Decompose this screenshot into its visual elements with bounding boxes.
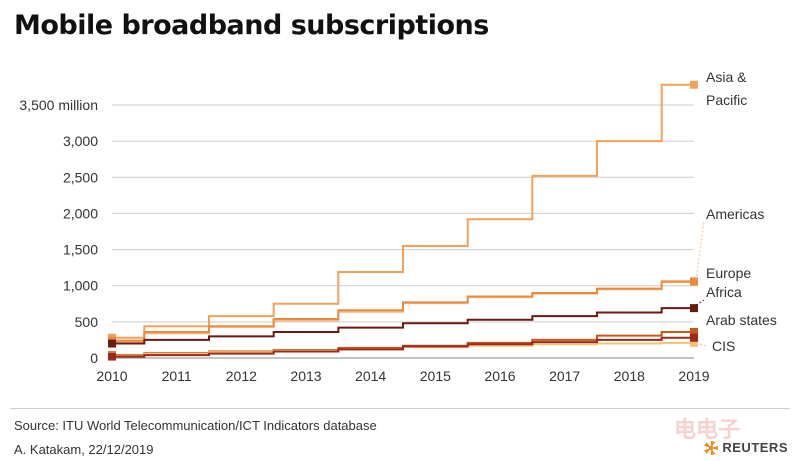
series-line [112, 336, 694, 358]
chart-title: Mobile broadband subscriptions [14, 10, 489, 41]
series-marker-end [690, 333, 698, 342]
y-tick-label: 3,000 [63, 133, 98, 149]
y-tick-label: 2,000 [63, 205, 98, 221]
x-tick-label: 2015 [420, 368, 451, 384]
series-group [108, 80, 698, 361]
series-marker-end [690, 304, 698, 313]
series-label: Americas [706, 206, 764, 222]
x-tick-label: 2010 [96, 368, 127, 384]
series-label: Arab states [706, 312, 777, 328]
series-label: Europe [706, 265, 751, 281]
series-label: Pacific [706, 92, 747, 108]
source-note: Source: ITU World Telecommunication/ICT … [14, 418, 377, 433]
x-axis: 2010 2011 2012 2013 2014 2015 2016 2017 2018 2019 [96, 368, 709, 384]
series-label: CIS [712, 338, 735, 354]
x-tick-label: 2017 [549, 368, 580, 384]
y-tick-label: 500 [75, 314, 99, 330]
x-tick-label: 2018 [614, 368, 645, 384]
leader-line [695, 221, 705, 281]
series-marker-start [108, 352, 116, 361]
series-line [112, 83, 694, 339]
x-tick-label: 2011 [162, 368, 192, 384]
reuters-logo: REUTERS [704, 440, 788, 455]
series-marker-end [690, 277, 698, 286]
leader-line [695, 299, 705, 306]
watermark: 电电子 [673, 418, 740, 443]
grid [112, 104, 694, 359]
series-marker-end [690, 338, 698, 347]
y-axis: 0 500 1,000 1,500 2,000 2,500 3,000 3,500 milli… [19, 97, 98, 366]
x-tick-label: 2012 [226, 368, 257, 384]
x-tick-label: 2014 [355, 368, 386, 384]
series-labels: Asia & Pacific Americas Europe Africa Arab st… [695, 69, 777, 354]
series-label: Africa [706, 284, 742, 300]
y-tick-label: 1,500 [63, 242, 98, 258]
y-tick-label: 3,500 million [19, 97, 98, 113]
series-marker-end [690, 327, 698, 336]
series-marker-start [108, 339, 116, 348]
series-line [112, 280, 694, 342]
y-tick-label: 0 [90, 350, 98, 366]
reuters-logo-icon [704, 440, 719, 455]
series-label: Asia & [706, 69, 747, 85]
chart: 0 500 1,000 1,500 2,000 2,500 3,000 3,500 milli… [19, 69, 777, 384]
byline: A. Katakam, 22/12/2019 [14, 442, 154, 457]
x-tick-label: 2013 [290, 368, 321, 384]
x-tick-label: 2019 [678, 368, 709, 384]
series-marker-end [690, 80, 698, 89]
x-tick-label: 2016 [484, 368, 515, 384]
reuters-logo-text: REUTERS [722, 440, 788, 455]
y-tick-label: 2,500 [63, 169, 98, 185]
footer-divider [10, 408, 790, 409]
leader-line [695, 342, 707, 347]
series-line [112, 307, 694, 345]
y-tick-label: 1,000 [63, 278, 98, 294]
